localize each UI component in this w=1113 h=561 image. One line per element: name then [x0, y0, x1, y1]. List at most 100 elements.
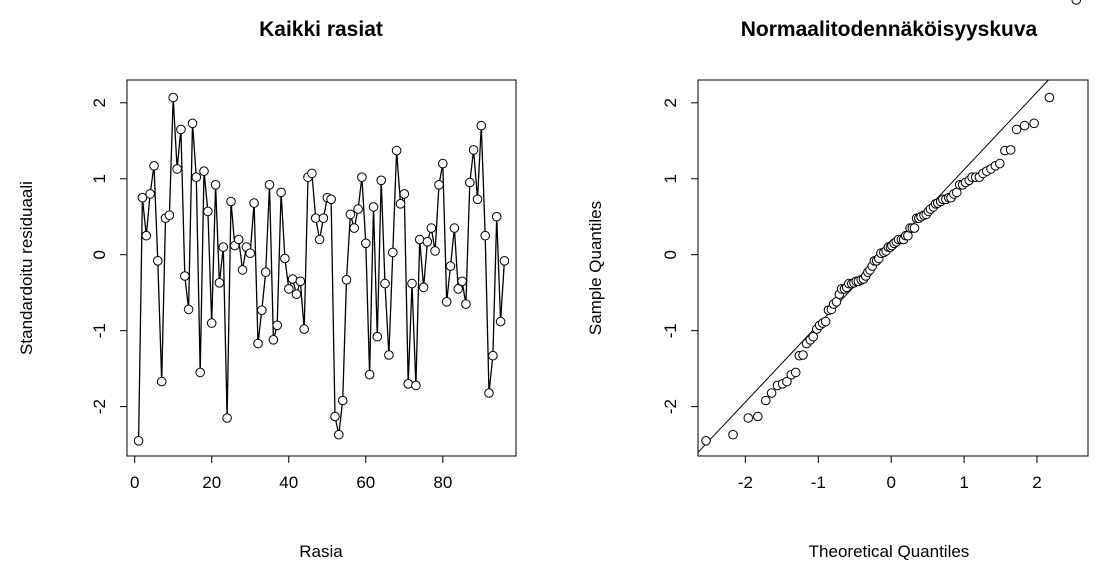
data-point — [422, 237, 433, 247]
data-point — [233, 234, 244, 245]
data-point — [183, 304, 194, 315]
data-point — [407, 278, 417, 289]
y-tick-label: 1 — [661, 174, 680, 183]
data-point — [495, 316, 506, 327]
data-point — [361, 238, 371, 249]
data-point — [299, 324, 310, 334]
data-point — [790, 367, 801, 378]
data-point — [249, 198, 259, 208]
data-point — [468, 145, 479, 155]
data-point — [260, 267, 271, 278]
data-point — [364, 369, 375, 380]
data-point — [291, 289, 302, 300]
qq-plot-panel: Normaalitodennäköisyyskuva Theoretical Q… — [586, 0, 1089, 561]
x-tick-label: 40 — [279, 473, 298, 492]
data-point — [191, 172, 202, 182]
x-tick-label: 2 — [1032, 473, 1041, 492]
y-tick-label: 1 — [90, 174, 109, 183]
data-point — [1044, 92, 1055, 103]
data-point — [995, 158, 1005, 169]
data-point — [782, 376, 792, 387]
y-tick-label: -1 — [661, 323, 680, 338]
data-point — [153, 256, 163, 266]
data-point — [295, 276, 306, 287]
data-point — [395, 199, 406, 209]
data-point — [434, 180, 444, 190]
data-point — [137, 192, 148, 203]
data-point — [418, 282, 429, 293]
data-point — [284, 284, 294, 294]
data-point — [245, 248, 255, 258]
data-point — [1011, 124, 1022, 135]
data-point — [766, 388, 777, 398]
data-point — [1029, 118, 1039, 129]
y-tick-label: 2 — [661, 98, 680, 107]
data-point — [326, 194, 336, 205]
y-tick-label: 0 — [90, 250, 109, 259]
plot-frame — [126, 79, 517, 457]
x-axis-label: Theoretical Quantiles — [809, 542, 970, 561]
data-point — [337, 395, 348, 406]
data-point — [380, 278, 390, 289]
data-point — [172, 164, 182, 174]
data-point — [218, 242, 229, 252]
data-point — [472, 194, 483, 205]
data-point — [743, 413, 754, 423]
data-point — [384, 350, 394, 360]
x-tick-label: 60 — [356, 473, 375, 492]
data-point — [376, 175, 387, 186]
data-point — [353, 204, 363, 214]
y-ticks: -2 -1 0 1 2 — [90, 98, 127, 414]
chart-title: Normaalitodennäköisyyskuva — [741, 18, 1038, 41]
y-tick-label: 0 — [661, 250, 680, 259]
data-point — [180, 271, 190, 281]
data-point — [1019, 120, 1030, 131]
data-point — [133, 436, 144, 446]
chart-title: Kaikki rasiat — [259, 18, 383, 41]
data-point — [445, 261, 456, 271]
x-ticks: -2 -1 0 1 2 — [738, 456, 1042, 492]
plot-frame — [697, 79, 1089, 457]
data-point — [488, 350, 498, 361]
data-point — [156, 376, 167, 387]
data-point — [453, 284, 464, 294]
data-point — [341, 275, 352, 285]
x-tick-label: 1 — [959, 473, 968, 492]
data-point — [276, 187, 286, 198]
data-point — [441, 297, 452, 307]
data-point — [761, 395, 771, 406]
data-point — [411, 380, 421, 391]
y-tick-label: -2 — [90, 399, 109, 414]
data-point — [149, 161, 159, 171]
data-point — [465, 177, 475, 188]
data-point — [195, 367, 205, 378]
data-point — [334, 429, 344, 440]
data-point — [345, 209, 356, 220]
data-point — [199, 166, 209, 176]
data-point — [372, 331, 383, 342]
data-point — [268, 335, 279, 345]
x-tick-label: 20 — [202, 473, 221, 492]
data-point — [264, 180, 275, 190]
y-tick-label: -2 — [661, 399, 680, 414]
x-tick-label: 0 — [130, 473, 139, 492]
data-point — [426, 223, 437, 233]
data-point — [1005, 145, 1016, 155]
data-point — [449, 223, 460, 233]
x-tick-label: -1 — [811, 473, 826, 492]
data-point — [1071, 0, 1082, 5]
data-point — [272, 320, 283, 331]
x-ticks: 0 20 40 60 80 — [130, 456, 452, 492]
data-point — [403, 379, 414, 389]
data-point — [214, 278, 225, 288]
y-axis-label: Sample Quantiles — [586, 201, 605, 335]
series — [133, 92, 510, 446]
data-point — [808, 331, 819, 342]
data-point — [499, 256, 510, 266]
data-point — [187, 118, 198, 129]
y-ticks: -2 -1 0 1 2 — [661, 98, 698, 414]
data-point — [226, 196, 236, 207]
data-point — [461, 299, 471, 309]
x-tick-label: 0 — [886, 473, 895, 492]
